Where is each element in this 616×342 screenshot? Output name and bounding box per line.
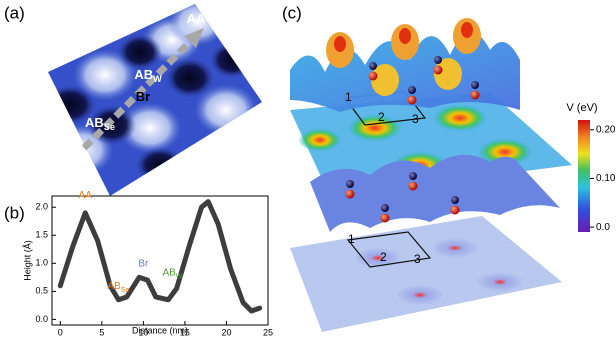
surface-label-main: Br [136, 89, 150, 104]
x-tick-label: 25 [263, 327, 273, 337]
x-tick-label: 15 [180, 327, 190, 337]
panel-a-image [48, 4, 262, 196]
panel-label: (a) [4, 3, 25, 22]
annotation-main: Br [138, 258, 149, 269]
surface-label: AA [187, 11, 206, 26]
surface-label-main: AA [187, 11, 206, 26]
cell-label: 2 [378, 110, 385, 124]
x-tick-label: 10 [138, 327, 148, 337]
cell-label: 3 [412, 112, 419, 126]
cell-label: 1 [345, 90, 352, 104]
colorbar-tick-label: 0.10 [596, 173, 616, 184]
colorbar [578, 120, 590, 232]
cell-label: 3 [414, 252, 421, 266]
line [57, 199, 263, 314]
surface-label-sub: W [153, 74, 162, 84]
surface-label: AA [67, 141, 86, 156]
y-tick-label: 0.5 [35, 286, 48, 296]
x-axis-label: Distance (nm) [132, 325, 188, 335]
surface-label-main: AB [134, 67, 153, 82]
surface-label-main: AB [85, 115, 104, 130]
y-axis-label: Height (Å) [22, 240, 32, 281]
annotation-sub: W [176, 273, 183, 280]
annotation-main: AB [108, 280, 122, 291]
colorbar-title: V (eV) [566, 102, 597, 114]
y-tick-label: 1.5 [35, 230, 48, 240]
surface-label: Br [136, 89, 150, 104]
annotation: ABSe [108, 280, 130, 293]
annotation: AA [79, 190, 93, 201]
annotation: ABW [162, 267, 182, 280]
colorbar-tick-label: 0.20 [596, 124, 616, 135]
surface-label-main: AA [67, 141, 86, 156]
panel-c-surfaces [290, 18, 572, 332]
panel-label: (b) [4, 203, 25, 222]
surface-label-sub: Se [104, 122, 115, 132]
y-tick-label: 1.0 [35, 258, 48, 268]
y-tick-label: 0.0 [35, 314, 48, 324]
cell-label: 1 [348, 232, 355, 246]
y-tick-label: 2.0 [35, 202, 48, 212]
surface-label: ABW [134, 67, 162, 84]
x-tick-label: 0 [58, 327, 63, 337]
cell-label: 2 [380, 250, 387, 264]
panel-label: (c) [282, 3, 302, 22]
x-tick-label: 20 [221, 327, 231, 337]
plot-frame [51, 195, 269, 326]
x-tick-label: 5 [99, 327, 104, 337]
colorbar-tick-label: 0.0 [596, 222, 610, 233]
annotation-sub: Se [121, 287, 130, 294]
surface-label: ABSe [85, 115, 115, 132]
annotation-main: AB [162, 267, 176, 278]
annotation-main: AA [79, 190, 93, 201]
annotation: Br [138, 258, 149, 269]
